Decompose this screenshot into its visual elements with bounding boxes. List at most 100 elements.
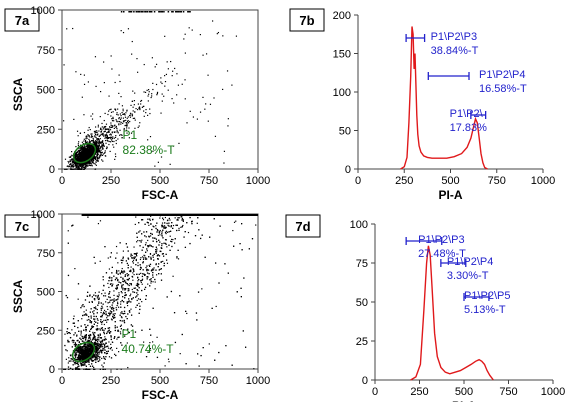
scatter-point (68, 161, 69, 162)
scatter-point (105, 134, 106, 135)
scatter-point (141, 330, 142, 331)
scatter-point (106, 317, 107, 318)
scatter-point (214, 360, 215, 361)
scatter-point (87, 156, 88, 157)
scatter-point (99, 352, 100, 353)
scatter-point (97, 305, 98, 306)
scatter-point (84, 75, 85, 76)
scatter-point (80, 334, 81, 335)
scatter-point (171, 291, 172, 292)
y-tick-label: 0 (49, 364, 55, 376)
scatter-point (98, 328, 99, 329)
scatter-point (95, 140, 96, 141)
scatter-point (139, 106, 140, 107)
scatter-point (92, 118, 93, 119)
scatter-point (152, 277, 153, 278)
scatter-point (116, 114, 117, 115)
scatter-point (215, 262, 216, 263)
scatter-point (101, 142, 102, 143)
scatter-point (144, 224, 145, 225)
scatter-point (102, 329, 103, 330)
scatter-point (159, 241, 160, 242)
scatter-point (190, 111, 191, 112)
scatter-point (128, 298, 129, 299)
scatter-point (113, 141, 114, 142)
scatter-point (97, 296, 98, 297)
scatter-point (130, 294, 131, 295)
scatter-point (150, 11, 152, 13)
panel-label: 7a (15, 13, 30, 28)
scatter-point (87, 165, 88, 166)
scatter-point (140, 11, 142, 13)
scatter-point (68, 321, 69, 322)
scatter-point (78, 150, 79, 151)
scatter-point (83, 167, 84, 168)
scatter-point (117, 138, 118, 139)
scatter-point (122, 123, 123, 124)
scatter-point (161, 233, 162, 234)
scatter-point (121, 11, 123, 13)
scatter-point (136, 241, 137, 242)
scatter-point (75, 146, 76, 147)
scatter-point (144, 275, 145, 276)
scatter-point (167, 263, 168, 264)
scatter-point (148, 246, 149, 247)
scatter-point (103, 313, 104, 314)
scatter-point (95, 162, 96, 163)
scatter-point (161, 83, 162, 84)
scatter-point (110, 300, 111, 301)
scatter-point (129, 295, 130, 296)
scatter-point (87, 134, 88, 135)
scatter-point (70, 157, 71, 158)
scatter-point (128, 265, 129, 266)
scatter-point (103, 145, 104, 146)
scatter-point (141, 280, 142, 281)
scatter-point (152, 89, 153, 90)
scatter-point (82, 315, 83, 316)
scatter-point (78, 364, 79, 365)
x-tick-label: 250 (102, 175, 120, 187)
scatter-point (137, 305, 138, 306)
scatter-point (72, 28, 73, 29)
scatter-point (70, 159, 71, 160)
scatter-point (97, 329, 98, 330)
scatter-point (137, 294, 138, 295)
scatter-point (123, 301, 124, 302)
scatter-point (144, 274, 145, 275)
scatter-point (111, 319, 112, 320)
scatter-point (86, 146, 87, 147)
scatter-point (82, 97, 83, 98)
scatter-point (92, 332, 93, 333)
scatter-point (155, 249, 156, 250)
scatter-point (111, 68, 112, 69)
scatter-point (253, 368, 254, 369)
scatter-point (79, 151, 80, 152)
scatter-point (105, 140, 106, 141)
scatter-point (100, 116, 101, 117)
scatter-point (158, 235, 159, 236)
scatter-point (160, 77, 161, 78)
scatter-point (173, 102, 174, 103)
scatter-point (92, 339, 93, 340)
y-tick-label: 100 (333, 87, 351, 99)
scatter-point (92, 366, 93, 367)
scatter-point (104, 293, 105, 294)
scatter-point (106, 333, 107, 334)
scatter-point (116, 143, 117, 144)
scatter-point (91, 152, 92, 153)
scatter-point (71, 166, 72, 167)
scatter-point (170, 164, 171, 165)
scatter-point (89, 150, 90, 151)
scatter-point (183, 11, 185, 13)
scatter-point (85, 140, 86, 141)
scatter-point (99, 356, 100, 357)
scatter-point (89, 286, 90, 287)
scatter-point (92, 113, 93, 114)
scatter-point (96, 138, 97, 139)
scatter-point (115, 131, 116, 132)
scatter-point (65, 159, 66, 160)
scatter-point (137, 285, 138, 286)
scatter-point (108, 296, 109, 297)
scatter-point (189, 243, 190, 244)
scatter-point (126, 123, 127, 124)
